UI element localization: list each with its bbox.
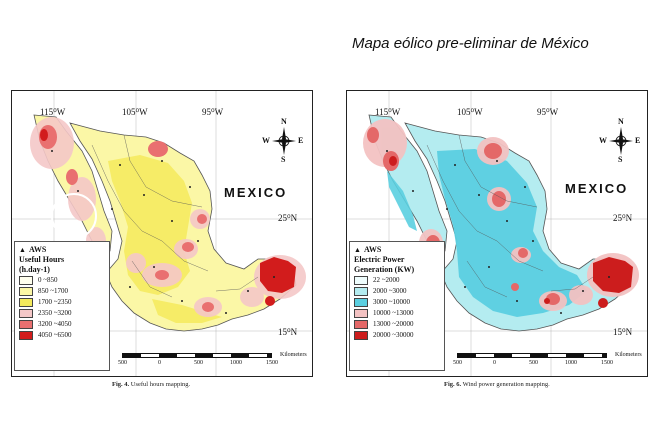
compass-s: S bbox=[281, 155, 286, 164]
compass-s: S bbox=[618, 155, 623, 164]
legend-item: 2350 ~3200 bbox=[19, 308, 105, 318]
lon-label-105w: 105⁰W bbox=[122, 107, 148, 117]
legend-swatch bbox=[354, 319, 368, 329]
legend-swatch bbox=[354, 286, 368, 296]
legend-marker: ▲ AWS bbox=[354, 245, 382, 254]
legend-label: 10000 ~13000 bbox=[373, 309, 414, 317]
legend-rows: 0 ~850 850 ~1700 1700 ~2350 2350 ~3200 3200 … bbox=[19, 275, 105, 340]
legend-swatch bbox=[19, 275, 33, 285]
legend: ▲ AWS Electric Power Generation (KW) 22 ~… bbox=[349, 241, 445, 371]
legend-label: 850 ~1700 bbox=[38, 287, 69, 295]
legend-item: 22 ~2000 bbox=[354, 275, 440, 285]
scale-tick: 1500 bbox=[266, 360, 278, 366]
legend-label: 3200 ~4050 bbox=[38, 320, 72, 328]
lat-label-15n: 15⁰N bbox=[278, 327, 298, 337]
legend-item: 4050 ~6500 bbox=[19, 330, 105, 340]
legend-title: Useful Hours bbox=[19, 255, 65, 264]
lat-label-25n: 25⁰N bbox=[613, 213, 633, 223]
legend-swatch bbox=[19, 319, 33, 329]
legend-rows: 22 ~2000 2000 ~3000 3000 ~10000 10000 ~1300… bbox=[354, 275, 440, 340]
compass-e: E bbox=[635, 136, 641, 145]
legend-swatch bbox=[354, 308, 368, 318]
legend-item: 1700 ~2350 bbox=[19, 297, 105, 307]
legend-label: 13000 ~20000 bbox=[373, 320, 414, 328]
legend-label: 4050 ~6500 bbox=[38, 331, 72, 339]
compass-rose: N S W E bbox=[262, 117, 304, 164]
scale-tick: 0 bbox=[158, 360, 161, 366]
compass-n: N bbox=[281, 117, 287, 126]
scale-tick: 0 bbox=[493, 360, 496, 366]
legend-swatch bbox=[354, 297, 368, 307]
scale-bar: 500 0 500 1000 1500 Kilometers bbox=[453, 352, 642, 367]
compass-n: N bbox=[618, 117, 624, 126]
legend-swatch bbox=[354, 330, 368, 340]
legend-item: 0 ~850 bbox=[19, 275, 105, 285]
scale-tick: 500 bbox=[118, 360, 127, 366]
scale-tick: 500 bbox=[194, 360, 203, 366]
scale-tick: 1000 bbox=[230, 360, 242, 366]
legend-swatch bbox=[19, 330, 33, 340]
legend-label: 2000 ~3000 bbox=[373, 287, 407, 295]
compass-e: E bbox=[298, 136, 304, 145]
lat-label-15n: 15⁰N bbox=[613, 327, 633, 337]
legend-item: 13000 ~20000 bbox=[354, 319, 440, 329]
compass-w: W bbox=[262, 136, 270, 145]
scale-unit: Kilometers bbox=[280, 352, 307, 358]
lon-label-115w: 115⁰W bbox=[40, 107, 66, 117]
legend-item: 10000 ~13000 bbox=[354, 308, 440, 318]
legend-label: 2350 ~3200 bbox=[38, 309, 72, 317]
legend-item: 850 ~1700 bbox=[19, 286, 105, 296]
figure-caption-left: Fig. 4. Useful hours mapping. bbox=[112, 381, 191, 388]
legend-item: 3000 ~10000 bbox=[354, 297, 440, 307]
legend-title: Electric Power bbox=[354, 255, 405, 264]
legend-swatch bbox=[19, 286, 33, 296]
lon-label-105w: 105⁰W bbox=[457, 107, 483, 117]
wind-power-map: 115⁰W 105⁰W 95⁰W 25⁰N 15⁰N MEXICO N S W … bbox=[346, 90, 648, 377]
legend-title-unit: Generation (KW) bbox=[354, 265, 415, 274]
compass-rose: N S W E bbox=[599, 117, 641, 164]
lat-label-25n: 25⁰N bbox=[278, 213, 298, 223]
scale-tick: 500 bbox=[453, 360, 462, 366]
useful-hours-map: 115⁰W 105⁰W 95⁰W 25⁰N 15⁰N MEXICO N S W … bbox=[11, 90, 313, 377]
legend-item: 3200 ~4050 bbox=[19, 319, 105, 329]
lon-label-95w: 95⁰W bbox=[537, 107, 559, 117]
scale-bar: 500 0 500 1000 1500 Kilometers bbox=[118, 352, 307, 367]
legend-title-unit: (h.day-1) bbox=[19, 265, 50, 274]
legend-label: 22 ~2000 bbox=[373, 276, 400, 284]
lon-label-115w: 115⁰W bbox=[375, 107, 401, 117]
legend-label: 0 ~850 bbox=[38, 276, 58, 284]
legend: ▲ AWS Useful Hours (h.day-1) 0 ~850 850 ~1… bbox=[14, 241, 110, 371]
scale-unit: Kilometers bbox=[615, 352, 642, 358]
wind-power-map-graphic bbox=[347, 91, 647, 376]
legend-swatch bbox=[19, 297, 33, 307]
country-label: MEXICO bbox=[565, 181, 629, 196]
compass-w: W bbox=[599, 136, 607, 145]
legend-label: 1700 ~2350 bbox=[38, 298, 72, 306]
legend-label: 20000 ~30000 bbox=[373, 331, 414, 339]
country-label: MEXICO bbox=[224, 185, 288, 200]
legend-item: 2000 ~3000 bbox=[354, 286, 440, 296]
lon-label-95w: 95⁰W bbox=[202, 107, 224, 117]
legend-label: 3000 ~10000 bbox=[373, 298, 411, 306]
legend-marker: ▲ AWS bbox=[19, 245, 47, 254]
legend-item: 20000 ~30000 bbox=[354, 330, 440, 340]
scale-tick: 1500 bbox=[601, 360, 613, 366]
legend-swatch bbox=[19, 308, 33, 318]
scale-tick: 1000 bbox=[565, 360, 577, 366]
compass-star-icon bbox=[609, 127, 633, 155]
compass-star-icon bbox=[272, 127, 296, 155]
slide-title: Mapa eólico pre-eliminar de México bbox=[352, 35, 589, 52]
useful-hours-map-graphic bbox=[12, 91, 312, 376]
scale-tick: 500 bbox=[529, 360, 538, 366]
figure-caption-right: Fig. 6. Wind power generation mapping. bbox=[444, 381, 550, 388]
legend-swatch bbox=[354, 275, 368, 285]
